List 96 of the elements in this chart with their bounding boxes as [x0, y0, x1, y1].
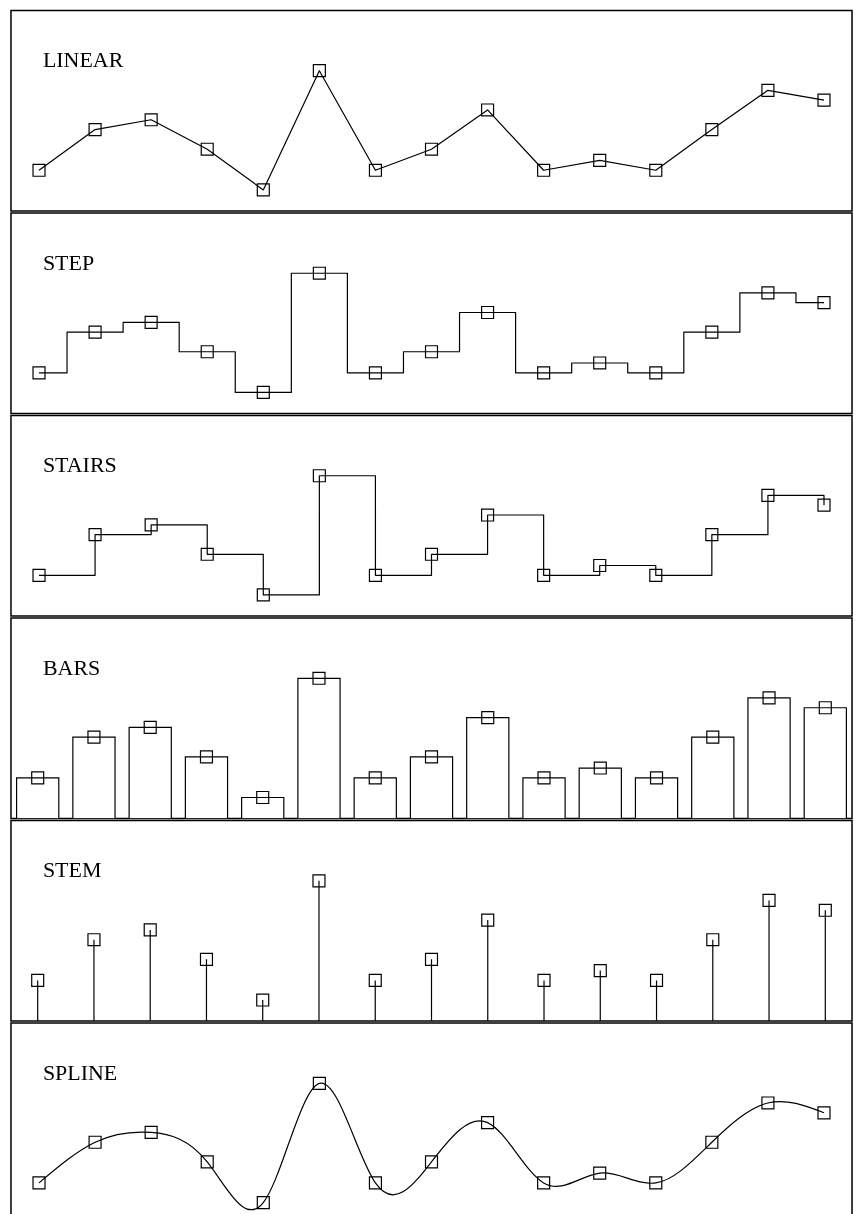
point: [144, 113, 158, 127]
point: [368, 973, 382, 987]
point: [312, 266, 326, 280]
point: [706, 730, 720, 744]
point: [424, 142, 439, 156]
point: [818, 903, 832, 917]
point: [593, 963, 607, 978]
point: [817, 498, 831, 512]
point: [199, 750, 214, 764]
point: [88, 123, 102, 137]
point: [32, 1176, 46, 1190]
point: [312, 874, 326, 888]
point: [256, 993, 270, 1007]
point: [593, 153, 607, 168]
point: [593, 1166, 607, 1180]
point: [200, 547, 214, 561]
point: [144, 315, 158, 329]
point: [761, 1096, 775, 1110]
point: [481, 913, 495, 927]
point: [761, 488, 775, 502]
point: [144, 518, 158, 532]
point: [88, 1135, 102, 1149]
point: [31, 973, 45, 987]
point: [368, 366, 383, 380]
point: [88, 325, 102, 339]
point: [705, 123, 719, 137]
point: [200, 142, 214, 156]
point: [256, 1195, 270, 1210]
point: [32, 366, 46, 380]
point: [817, 296, 831, 310]
point: [537, 973, 551, 987]
chart-title: STEP: [42, 249, 95, 275]
point: [256, 385, 270, 400]
point: [649, 163, 663, 177]
point: [256, 588, 270, 602]
point: [32, 568, 46, 582]
point: [480, 1116, 495, 1130]
point: [424, 750, 439, 764]
point: [256, 790, 270, 805]
point: [143, 923, 157, 937]
point: [480, 508, 495, 522]
point: [199, 952, 214, 966]
point: [649, 568, 663, 582]
point: [761, 83, 775, 97]
point: [368, 771, 382, 785]
point: [143, 720, 157, 734]
chart-title: SPLINE: [42, 1059, 118, 1085]
point: [649, 973, 664, 987]
point: [537, 568, 551, 582]
chart-title: BARS: [42, 654, 101, 680]
point: [537, 366, 551, 380]
point: [312, 64, 326, 78]
point: [649, 1176, 663, 1190]
point: [818, 701, 832, 715]
point: [817, 1106, 831, 1120]
point: [762, 893, 776, 908]
point: [481, 710, 495, 725]
point: [649, 366, 663, 380]
point: [480, 305, 495, 320]
point: [817, 93, 831, 107]
point: [200, 345, 214, 359]
chart-title: STEM: [42, 857, 102, 883]
point: [593, 558, 607, 573]
point: [88, 528, 102, 542]
point: [200, 1155, 214, 1169]
point: [537, 1176, 551, 1190]
point: [424, 547, 439, 561]
point: [312, 469, 326, 483]
point: [424, 1155, 439, 1169]
point: [761, 286, 775, 300]
point: [256, 183, 270, 197]
point: [705, 1135, 719, 1149]
point: [537, 771, 551, 785]
point: [368, 1176, 383, 1190]
point: [762, 691, 776, 705]
point: [368, 568, 383, 582]
point: [705, 528, 719, 542]
point: [31, 771, 45, 785]
point: [593, 761, 607, 775]
point: [144, 1125, 158, 1140]
point: [87, 933, 101, 947]
chart-title: STAIRS: [42, 452, 117, 478]
point: [706, 933, 720, 947]
chart-title: LINEAR: [42, 47, 124, 73]
point: [649, 771, 664, 785]
point: [368, 163, 383, 177]
point: [480, 103, 495, 117]
point: [87, 730, 101, 744]
point: [705, 325, 719, 339]
point: [593, 356, 607, 370]
point: [312, 671, 326, 685]
point: [537, 163, 551, 177]
point: [32, 163, 46, 177]
point: [424, 345, 439, 359]
point: [424, 952, 439, 966]
point: [312, 1076, 326, 1090]
